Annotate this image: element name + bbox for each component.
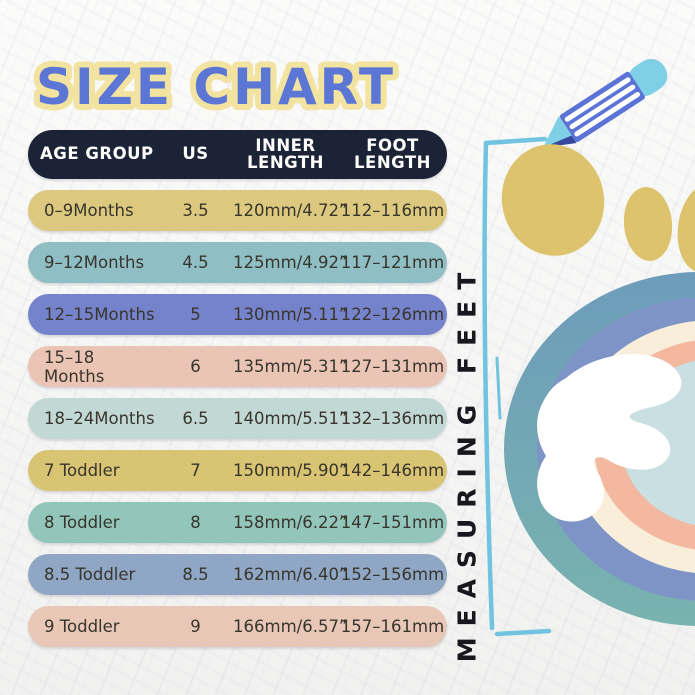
row-foot-length: 117–121mm bbox=[340, 253, 445, 272]
row-foot-length: 147–151mm bbox=[340, 513, 445, 532]
row-us-size: 9 bbox=[190, 617, 201, 636]
page-title-wrap: SIZE CHART bbox=[30, 52, 399, 122]
row-age-group: 7 Toddler bbox=[44, 461, 120, 480]
table-row: 7 Toddler 7 150mm/5.90” 142–146mm bbox=[28, 450, 447, 491]
row-inner-length: 158mm/6.22” bbox=[233, 513, 348, 532]
row-foot-length: 132–136mm bbox=[340, 409, 445, 428]
header-age-group: AGE GROUP bbox=[40, 144, 154, 164]
table-row: 18–24Months 6.5 140mm/5.51” 132–136mm bbox=[28, 398, 447, 439]
row-foot-length: 127–131mm bbox=[340, 357, 445, 376]
row-foot-length: 152–156mm bbox=[340, 565, 445, 584]
big-toe bbox=[501, 144, 605, 256]
table-header-row: AGE GROUP US INNER LENGTH FOOT LENGTH bbox=[28, 130, 447, 179]
row-age-group: 12–15Months bbox=[44, 305, 155, 324]
row-age-group: 15–18 Months bbox=[44, 347, 105, 386]
table-body: 0–9Months 3.5 120mm/4.72” 112–116mm 9–12… bbox=[28, 190, 447, 647]
size-table: AGE GROUP US INNER LENGTH FOOT LENGTH 0–… bbox=[28, 130, 447, 647]
header-inner-length: INNER LENGTH bbox=[247, 135, 324, 172]
measuring-bracket-icon bbox=[482, 136, 552, 637]
edge-toe bbox=[677, 183, 695, 273]
row-foot-length: 122–126mm bbox=[340, 305, 445, 324]
table-row: 8.5 Toddler 8.5 162mm/6.40” 152–156mm bbox=[28, 554, 447, 595]
row-us-size: 5 bbox=[190, 305, 201, 324]
row-age-group: 8.5 Toddler bbox=[44, 565, 136, 584]
row-inner-length: 130mm/5.11” bbox=[233, 305, 348, 324]
footprint-splat bbox=[537, 354, 682, 522]
row-age-group: 9 Toddler bbox=[44, 617, 120, 636]
row-inner-length: 166mm/6.57” bbox=[233, 617, 348, 636]
row-foot-length: 142–146mm bbox=[340, 461, 445, 480]
row-us-size: 4.5 bbox=[182, 253, 209, 272]
row-inner-length: 162mm/6.40” bbox=[233, 565, 348, 584]
row-inner-length: 150mm/5.90” bbox=[233, 461, 348, 480]
row-inner-length: 135mm/5.31” bbox=[233, 357, 348, 376]
row-foot-length: 157–161mm bbox=[340, 617, 445, 636]
pencil-icon bbox=[543, 58, 668, 148]
row-inner-length: 140mm/5.51” bbox=[233, 409, 348, 428]
table-row: 0–9Months 3.5 120mm/4.72” 112–116mm bbox=[28, 190, 447, 231]
row-us-size: 6.5 bbox=[182, 409, 209, 428]
row-age-group: 0–9Months bbox=[44, 201, 134, 220]
header-foot-length: FOOT LENGTH bbox=[354, 135, 431, 172]
measuring-feet-label: MEASURING FEET bbox=[452, 261, 482, 663]
row-foot-length: 112–116mm bbox=[340, 201, 445, 220]
row-us-size: 3.5 bbox=[182, 201, 209, 220]
page-title: SIZE CHART bbox=[36, 58, 396, 116]
row-age-group: 8 Toddler bbox=[44, 513, 120, 532]
header-us-size: US bbox=[182, 144, 209, 164]
table-row: 9 Toddler 9 166mm/6.57” 157–161mm bbox=[28, 606, 447, 647]
row-inner-length: 125mm/4.92” bbox=[233, 253, 348, 272]
table-row: 9–12Months 4.5 125mm/4.92” 117–121mm bbox=[28, 242, 447, 283]
row-inner-length: 120mm/4.72” bbox=[233, 201, 348, 220]
middle-toe bbox=[623, 187, 673, 261]
row-us-size: 8 bbox=[190, 513, 201, 532]
row-us-size: 6 bbox=[190, 357, 201, 376]
row-us-size: 7 bbox=[190, 461, 201, 480]
footprint-icon bbox=[501, 144, 695, 626]
table-row: 8 Toddler 8 158mm/6.22” 147–151mm bbox=[28, 502, 447, 543]
table-row: 12–15Months 5 130mm/5.11” 122–126mm bbox=[28, 294, 447, 335]
table-row: 15–18 Months 6 135mm/5.31” 127–131mm bbox=[28, 346, 447, 387]
row-age-group: 18–24Months bbox=[44, 409, 155, 428]
row-age-group: 9–12Months bbox=[44, 253, 145, 272]
row-us-size: 8.5 bbox=[182, 565, 209, 584]
